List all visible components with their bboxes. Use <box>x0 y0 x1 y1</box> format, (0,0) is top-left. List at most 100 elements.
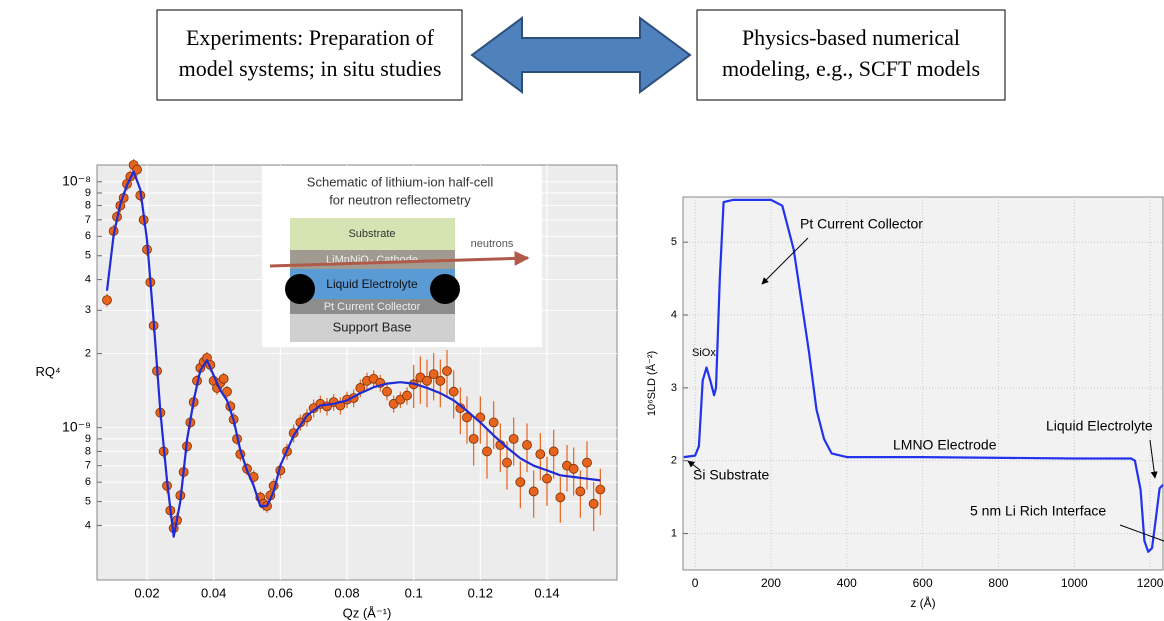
x-tick-label: 200 <box>761 576 781 590</box>
x-tick-label: 0.08 <box>334 585 359 600</box>
inset-title: for neutron reflectometry <box>329 192 471 207</box>
x-tick-label: 1000 <box>1061 576 1088 590</box>
data-point <box>468 433 479 444</box>
y-tick-label: 10⁻⁹ <box>62 418 91 434</box>
layer-label: Substrate <box>348 228 395 240</box>
layer-label: Support Base <box>333 319 412 334</box>
data-point <box>542 473 552 484</box>
annotation: Liquid Electrolyte <box>1046 418 1153 434</box>
y-axis-label: 10⁶SLD (Å⁻²) <box>645 351 658 416</box>
y-tick-label: 7 <box>85 214 91 226</box>
data-point <box>402 390 412 401</box>
data-point <box>462 412 472 423</box>
annotation: 5 nm Li Rich Interface <box>970 503 1106 519</box>
fit-line <box>105 170 601 538</box>
x-axis-label: z (Å) <box>910 595 935 610</box>
annotation: LMNO Electrode <box>893 437 997 453</box>
y-tick-label: 2 <box>671 455 677 467</box>
data-point <box>428 369 439 380</box>
data-point <box>435 375 446 386</box>
data-point <box>515 477 526 488</box>
y-tick-label: 6 <box>85 476 91 488</box>
data-point <box>102 295 112 306</box>
layer <box>290 314 455 342</box>
inset-title: Schematic of lithium-ion half-cell <box>307 174 494 189</box>
annotation-arrow <box>761 237 809 285</box>
data-point <box>522 440 532 450</box>
data-point <box>582 457 592 468</box>
data-point <box>528 486 539 497</box>
y-tick-label: 8 <box>85 199 91 211</box>
y-tick-label: 5 <box>85 496 91 508</box>
x-tick-label: 600 <box>913 576 933 590</box>
box-text: Physics-based numerical <box>742 25 960 50</box>
annotations: Pt Current Collector SiOx Si Substrate LMNO… <box>687 216 1164 542</box>
x-tick-label: 0.1 <box>405 585 423 600</box>
box-text: Experiments: Preparation of <box>186 25 435 50</box>
annotation-arrow <box>1119 524 1164 542</box>
data-point <box>488 417 499 428</box>
annotation-arrow <box>1149 439 1158 479</box>
inset: Schematic of lithium-ion half-cell for n… <box>262 166 542 347</box>
data-point <box>442 366 452 376</box>
double-arrow <box>470 16 692 94</box>
x-tick-label: 800 <box>988 576 1008 590</box>
y-tick-label: 1 <box>671 527 677 539</box>
y-tick-label: 7 <box>85 460 91 472</box>
y-tick-label: 10⁻⁸ <box>62 172 91 188</box>
x-tick-label: 1200 <box>1137 576 1164 590</box>
annotation: SiOx <box>692 347 716 359</box>
x-axis-label: Qz (Å⁻¹) <box>343 605 392 620</box>
data-point <box>568 463 579 474</box>
data-point <box>508 433 519 444</box>
y-tick-label: 9 <box>85 433 91 445</box>
x-tick-label: 400 <box>837 576 857 590</box>
x-tick-label: 0.04 <box>201 585 226 600</box>
y-tick-label: 4 <box>85 519 91 531</box>
layer-label: Pt Current Collector <box>324 301 421 313</box>
x-tick-label: 0.14 <box>534 585 559 600</box>
y-tick-label: 3 <box>671 382 677 394</box>
method-box <box>696 9 1006 101</box>
x-tick-label: 0.06 <box>268 585 293 600</box>
data-point <box>595 484 606 495</box>
data-point <box>218 373 229 384</box>
data-point <box>502 457 512 468</box>
data-point <box>555 492 566 503</box>
beam-label: neutrons <box>471 238 514 250</box>
y-tick-label: 3 <box>85 304 91 316</box>
beam-arrow <box>269 250 530 268</box>
data-point <box>382 386 392 397</box>
data-point <box>588 498 599 509</box>
data-point <box>535 449 546 460</box>
x-tick-label: 0.12 <box>468 585 493 600</box>
y-tick-label: 9 <box>85 187 91 199</box>
box-text: modeling, e.g., SCFT models <box>722 56 980 81</box>
y-tick-label: 2 <box>85 348 91 360</box>
data-point <box>548 446 559 457</box>
y-tick-label: 4 <box>671 309 677 321</box>
x-tick-label: 0 <box>692 576 699 590</box>
y-tick-label: 4 <box>85 274 91 286</box>
layer <box>290 299 455 314</box>
cell-clamp <box>285 274 315 304</box>
cell-clamp <box>430 274 460 304</box>
y-tick-label: 8 <box>85 445 91 457</box>
x-tick-label: 0.02 <box>134 585 159 600</box>
y-tick-label: 5 <box>85 250 91 262</box>
y-tick-label: 5 <box>671 236 677 248</box>
data-point <box>575 486 586 497</box>
layer-label: Liquid Electrolyte <box>326 277 418 291</box>
layer <box>290 269 455 299</box>
box-text: model systems; in situ studies <box>179 56 442 81</box>
annotation: Pt Current Collector <box>800 216 923 232</box>
data-point <box>422 375 432 386</box>
y-axis-label: RQ⁴ <box>35 364 60 379</box>
layer <box>290 218 455 250</box>
fit-line <box>683 198 1164 553</box>
data-point <box>482 446 492 457</box>
annotation: Si Substrate <box>693 467 769 483</box>
method-box <box>156 9 463 101</box>
y-tick-label: 6 <box>85 230 91 242</box>
